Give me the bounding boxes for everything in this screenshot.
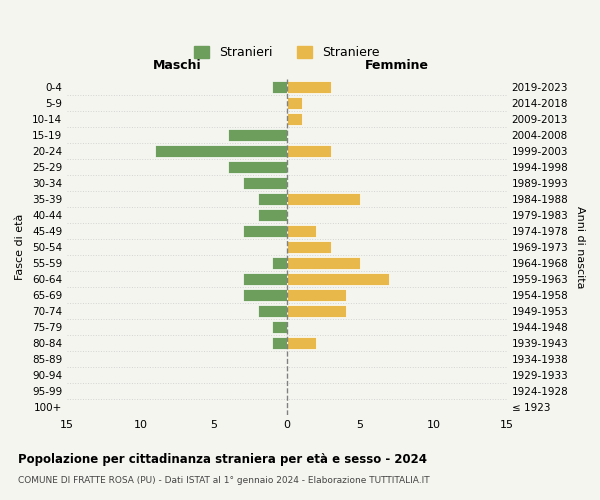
Bar [228, 161, 287, 173]
Bar [287, 113, 302, 125]
Bar [287, 257, 360, 269]
Bar [272, 257, 287, 269]
Bar [287, 241, 331, 253]
Text: Popolazione per cittadinanza straniera per età e sesso - 2024: Popolazione per cittadinanza straniera p… [18, 452, 427, 466]
Bar [243, 273, 287, 285]
Text: COMUNE DI FRATTE ROSA (PU) - Dati ISTAT al 1° gennaio 2024 - Elaborazione TUTTIT: COMUNE DI FRATTE ROSA (PU) - Dati ISTAT … [18, 476, 430, 485]
Text: Femmine: Femmine [365, 59, 429, 72]
Bar [257, 209, 287, 221]
Bar [287, 273, 389, 285]
Y-axis label: Fasce di età: Fasce di età [15, 214, 25, 280]
Y-axis label: Anni di nascita: Anni di nascita [575, 206, 585, 288]
Bar [287, 81, 331, 93]
Legend: Stranieri, Straniere: Stranieri, Straniere [189, 42, 385, 64]
Text: Maschi: Maschi [152, 59, 201, 72]
Bar [243, 177, 287, 189]
Bar [287, 97, 302, 109]
Bar [272, 81, 287, 93]
Bar [228, 129, 287, 141]
Bar [243, 225, 287, 237]
Bar [287, 225, 316, 237]
Bar [257, 193, 287, 205]
Bar [287, 289, 346, 301]
Bar [272, 321, 287, 333]
Bar [287, 193, 360, 205]
Bar [287, 305, 346, 317]
Bar [287, 337, 316, 349]
Bar [287, 145, 331, 157]
Bar [155, 145, 287, 157]
Bar [243, 289, 287, 301]
Bar [272, 337, 287, 349]
Bar [257, 305, 287, 317]
